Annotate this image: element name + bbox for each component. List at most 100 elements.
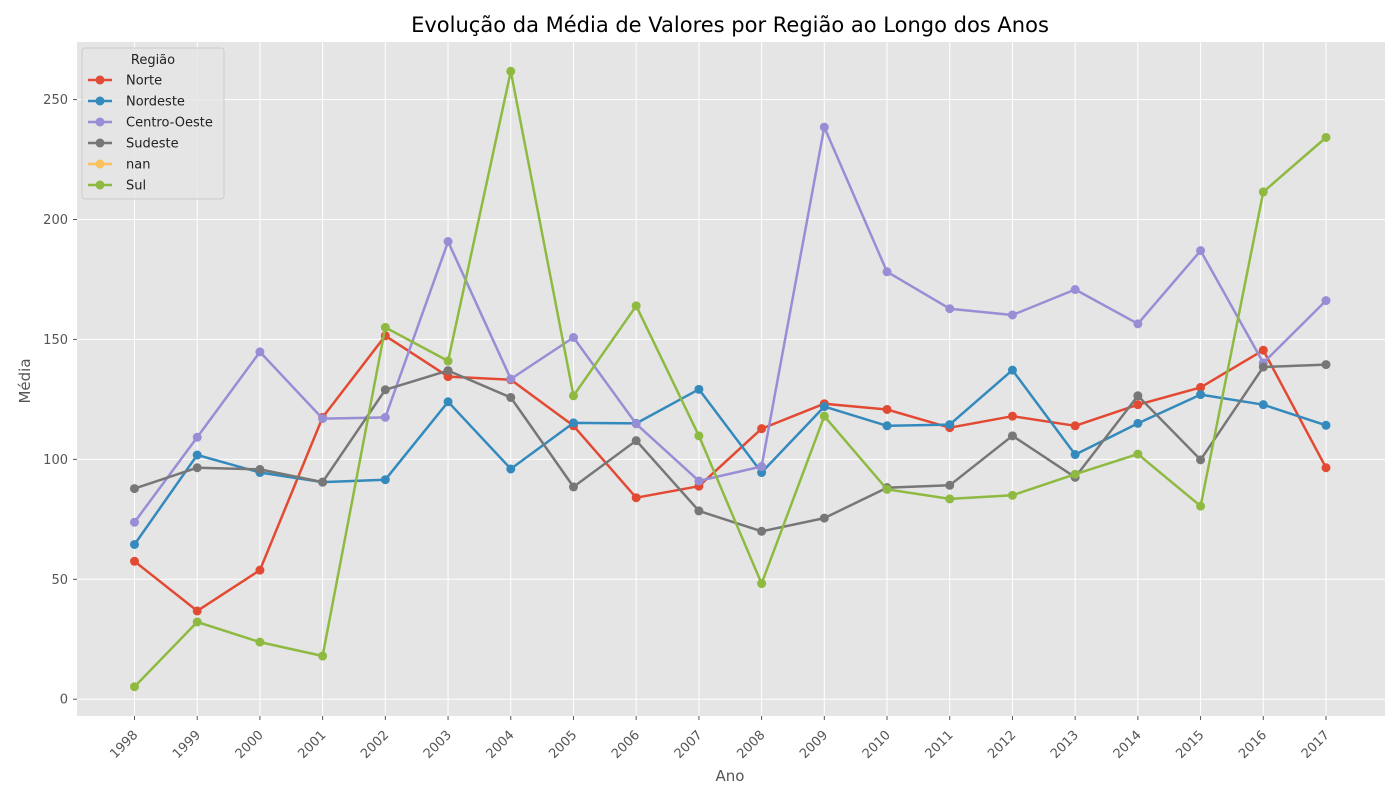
- data-point-sul: [819, 411, 829, 421]
- data-point-norte: [1133, 400, 1143, 410]
- data-point-centro-oeste: [694, 476, 704, 486]
- data-point-nordeste: [380, 475, 390, 485]
- data-point-centro-oeste: [882, 267, 892, 277]
- x-tick-label: 2009: [797, 728, 831, 762]
- data-point-sul: [757, 579, 767, 589]
- y-tick-label: 50: [51, 573, 68, 588]
- series-line-sudeste: [134, 363, 1327, 533]
- data-point-sul: [945, 494, 955, 504]
- x-tick-label: 2005: [546, 728, 580, 762]
- x-tick-label: 2011: [923, 728, 957, 762]
- data-point-sudeste: [255, 464, 265, 474]
- data-point-sudeste: [568, 482, 578, 492]
- data-point-norte: [882, 404, 892, 414]
- legend-swatch-marker-nan: [95, 159, 105, 169]
- data-point-norte: [130, 556, 139, 566]
- data-point-sul: [1070, 469, 1080, 479]
- legend-label-nordeste: Nordeste: [126, 95, 185, 110]
- series-line-centro-oeste: [133, 125, 1327, 523]
- x-tick-label: 2012: [985, 728, 1019, 762]
- data-point-norte: [757, 424, 767, 434]
- series-lines: [130, 66, 1331, 692]
- data-point-sul: [1133, 449, 1143, 459]
- data-point-centro-oeste: [380, 412, 390, 422]
- data-point-centro-oeste: [318, 414, 328, 424]
- legend-label-sudeste: Sudeste: [126, 137, 179, 152]
- x-tick-label: 2016: [1236, 728, 1270, 762]
- data-point-norte: [1070, 421, 1080, 431]
- data-point-nordeste: [1258, 400, 1268, 410]
- x-tick-label: 2004: [484, 728, 518, 762]
- data-point-nordeste: [1070, 450, 1080, 460]
- x-tick-label: 1998: [107, 728, 141, 762]
- data-point-nordeste: [694, 384, 704, 394]
- data-point-centro-oeste: [130, 517, 139, 527]
- data-point-centro-oeste: [192, 432, 202, 442]
- data-point-sudeste: [192, 463, 202, 473]
- data-point-norte: [192, 606, 202, 616]
- data-point-sul: [318, 651, 328, 661]
- data-point-centro-oeste: [631, 419, 641, 429]
- legend-label-norte: Norte: [126, 74, 162, 89]
- data-point-norte: [1258, 345, 1268, 355]
- data-point-nordeste: [1321, 420, 1331, 430]
- legend-box: [81, 47, 225, 200]
- data-point-centro-oeste: [1070, 285, 1080, 295]
- data-point-sul: [130, 682, 139, 692]
- x-tick-label: 2003: [421, 728, 455, 762]
- data-point-centro-oeste: [255, 347, 265, 357]
- y-tick-label: 250: [43, 93, 68, 108]
- data-point-nordeste: [192, 450, 202, 460]
- data-point-sul: [506, 66, 516, 76]
- series-line-nordeste: [133, 368, 1327, 546]
- x-tick-label: 2010: [860, 728, 894, 762]
- data-point-sul: [1007, 490, 1017, 500]
- legend-label-sul: Sul: [126, 179, 146, 194]
- data-point-sul: [380, 322, 390, 332]
- x-axis-ticks: 1998 1999 2000 2001 2002 2003 2004 2005 2006 2007…: [107, 716, 1333, 762]
- data-point-sudeste: [945, 480, 955, 490]
- data-point-sul: [443, 356, 453, 366]
- y-tick-label: 100: [43, 453, 68, 468]
- x-tick-label: 2014: [1111, 728, 1145, 762]
- data-point-sul: [1321, 132, 1331, 142]
- data-point-sudeste: [506, 392, 516, 402]
- data-point-sul: [568, 391, 578, 401]
- y-axis-title: Média: [16, 358, 34, 403]
- data-point-sul: [882, 484, 892, 494]
- data-point-nordeste: [506, 464, 516, 474]
- grid-lines: [77, 42, 1385, 716]
- plot-background: [77, 42, 1385, 716]
- data-point-centro-oeste: [757, 462, 767, 472]
- data-point-nordeste: [882, 421, 892, 431]
- x-tick-label: 2007: [672, 728, 706, 762]
- data-point-centro-oeste: [819, 122, 829, 132]
- data-point-sudeste: [1196, 455, 1206, 465]
- data-point-sudeste: [318, 477, 328, 487]
- data-point-sul: [694, 431, 704, 441]
- legend-label-nan: nan: [126, 158, 150, 173]
- legend-swatch-marker-centro-oeste: [95, 117, 105, 127]
- data-point-nordeste: [130, 540, 139, 550]
- data-point-nordeste: [1133, 418, 1143, 428]
- data-point-sudeste: [1321, 360, 1331, 370]
- x-tick-label: 2015: [1173, 728, 1207, 762]
- data-point-centro-oeste: [1196, 246, 1206, 256]
- data-point-sul: [631, 301, 641, 311]
- x-tick-label: 2006: [609, 728, 643, 762]
- data-point-sudeste: [757, 526, 767, 536]
- data-point-sul: [1196, 501, 1206, 511]
- legend-swatch-marker-nordeste: [95, 96, 105, 106]
- data-point-nordeste: [945, 420, 955, 430]
- legend-title: Região: [131, 53, 175, 68]
- chart-title: Evolução da Média de Valores por Região …: [411, 13, 1049, 37]
- x-tick-label: 2001: [295, 728, 329, 762]
- data-point-centro-oeste: [506, 374, 516, 384]
- data-point-sul: [255, 637, 265, 647]
- data-point-nordeste: [443, 397, 453, 407]
- data-point-nordeste: [1007, 365, 1017, 375]
- legend-swatch-marker-sul: [95, 180, 105, 190]
- data-point-centro-oeste: [945, 304, 955, 314]
